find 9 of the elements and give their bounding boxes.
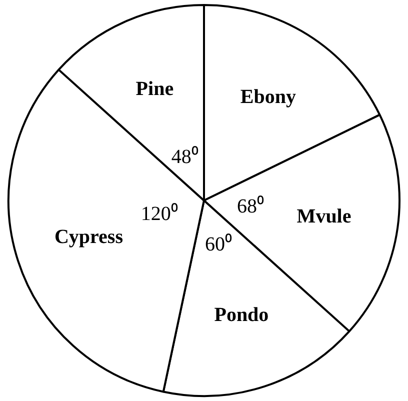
data-label: 68⁰ xyxy=(236,194,264,218)
slice-label: Ebony xyxy=(240,86,296,108)
slice-label: Cypress xyxy=(54,226,124,248)
slice-label: Pondo xyxy=(214,304,269,326)
slice-label: Pine xyxy=(136,78,174,100)
data-label: 48⁰ xyxy=(171,144,198,168)
data-label: 120⁰ xyxy=(140,202,178,226)
slice-label: Mvule xyxy=(296,206,352,228)
data-label: 60⁰ xyxy=(205,232,232,256)
